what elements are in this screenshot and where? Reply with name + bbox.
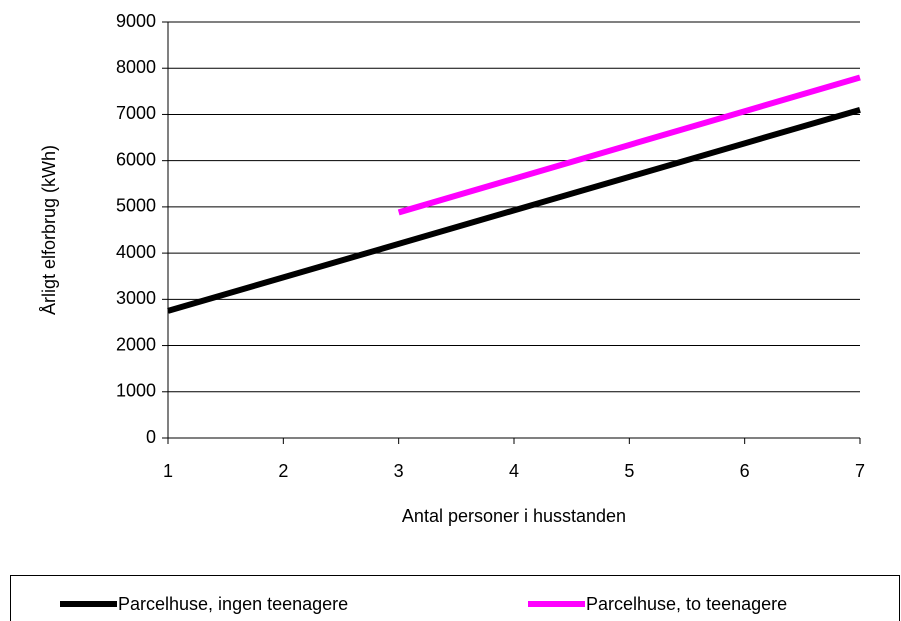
x-axis-label: Antal personer i husstanden [402, 506, 626, 526]
y-tick-label: 7000 [116, 103, 156, 123]
y-tick-label: 4000 [116, 242, 156, 262]
x-tick-label: 6 [740, 461, 750, 481]
y-tick-label: 5000 [116, 196, 156, 216]
x-tick-label: 7 [855, 461, 865, 481]
series-line [167, 106, 861, 314]
y-tick-label: 0 [146, 427, 156, 447]
legend-box [10, 575, 900, 621]
y-axis-label: Årligt elforbrug (kWh) [39, 145, 59, 315]
y-tick-label: 2000 [116, 334, 156, 354]
x-tick-label: 5 [624, 461, 634, 481]
legend-label: Parcelhuse, to teenagere [586, 594, 787, 614]
y-tick-label: 9000 [116, 11, 156, 31]
y-tick-label: 3000 [116, 288, 156, 308]
y-tick-label: 8000 [116, 57, 156, 77]
x-tick-label: 4 [509, 461, 519, 481]
x-tick-label: 1 [163, 461, 173, 481]
series-line [397, 74, 861, 216]
x-tick-label: 2 [278, 461, 288, 481]
y-tick-label: 1000 [116, 381, 156, 401]
x-tick-label: 3 [394, 461, 404, 481]
legend-label: Parcelhuse, ingen teenagere [118, 594, 348, 614]
y-tick-label: 6000 [116, 149, 156, 169]
